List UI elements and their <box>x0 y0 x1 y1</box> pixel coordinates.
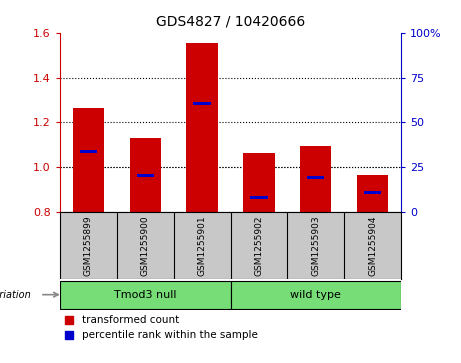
Legend: transformed count, percentile rank within the sample: transformed count, percentile rank withi… <box>65 315 258 340</box>
Bar <box>130 138 161 212</box>
Text: GSM1255902: GSM1255902 <box>254 215 263 276</box>
Text: GSM1255900: GSM1255900 <box>141 215 150 276</box>
Text: Tmod3 null: Tmod3 null <box>114 290 177 300</box>
Title: GDS4827 / 10420666: GDS4827 / 10420666 <box>156 15 305 29</box>
Text: GSM1255904: GSM1255904 <box>368 215 377 276</box>
Bar <box>73 108 104 212</box>
Text: GSM1255899: GSM1255899 <box>84 215 93 276</box>
Text: GSM1255901: GSM1255901 <box>198 215 207 276</box>
Bar <box>194 102 211 105</box>
Text: genotype/variation: genotype/variation <box>0 290 31 300</box>
Bar <box>364 192 381 195</box>
Bar <box>357 175 388 212</box>
Bar <box>243 152 275 212</box>
Bar <box>230 281 401 309</box>
Bar <box>186 43 218 212</box>
Bar <box>307 176 325 179</box>
Bar <box>80 150 97 153</box>
Bar <box>136 174 154 177</box>
Text: wild type: wild type <box>290 290 341 300</box>
Bar <box>300 146 331 212</box>
Bar <box>250 196 267 199</box>
Text: GSM1255903: GSM1255903 <box>311 215 320 276</box>
Bar <box>60 281 230 309</box>
